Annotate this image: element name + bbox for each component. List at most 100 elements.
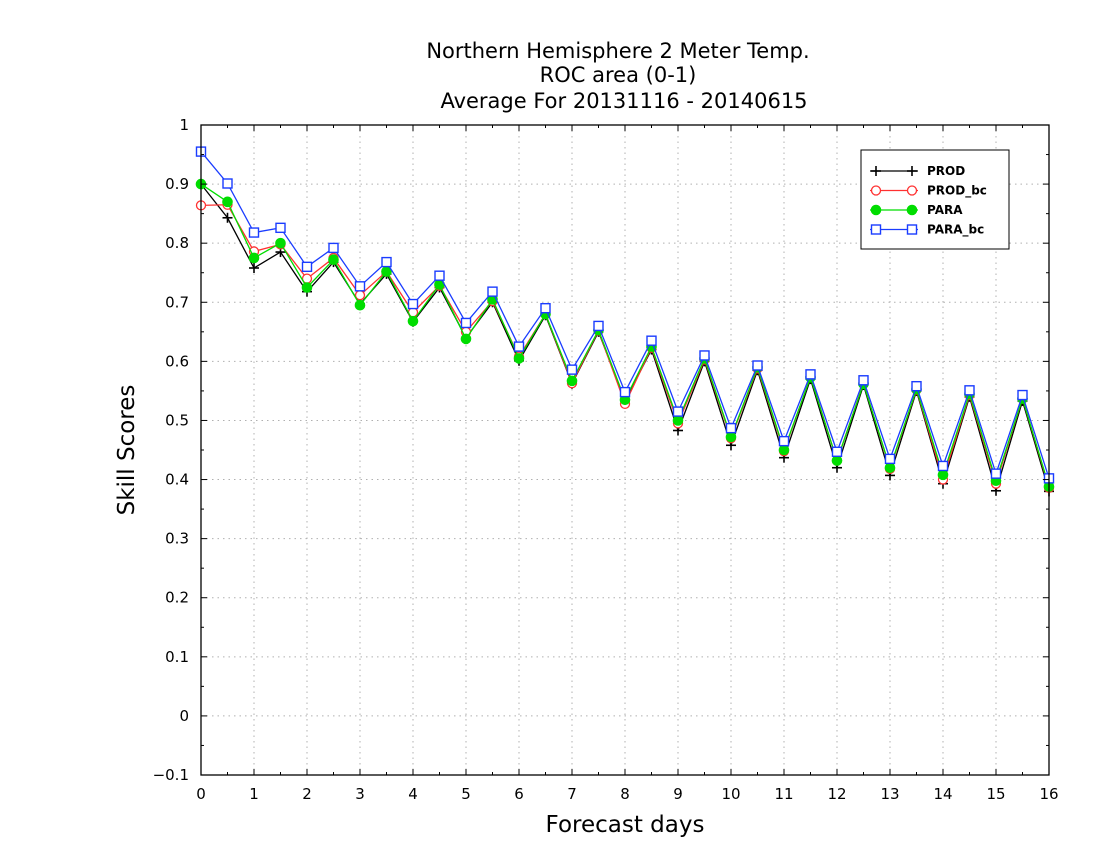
data-point — [672, 406, 684, 417]
data-point — [990, 468, 1002, 479]
data-point — [805, 369, 816, 380]
data-point — [249, 263, 259, 273]
legend-marker — [870, 224, 882, 235]
data-point — [407, 315, 419, 327]
data-point — [778, 435, 790, 447]
data-point — [513, 341, 525, 352]
data-point — [672, 415, 684, 426]
chart-title-line-2: ROC area (0-1) — [540, 63, 697, 87]
legend-box — [860, 149, 1010, 250]
chart-title-line-3: Average For 20131116 - 20140615 — [440, 89, 807, 113]
legend-marker — [871, 166, 881, 176]
y-tick-label: 0.7 — [165, 293, 189, 311]
x-axis-label: Forecast days — [546, 812, 705, 838]
y-tick-label: 0 — [179, 707, 189, 725]
data-point — [566, 375, 578, 387]
x-tick-label: 10 — [721, 785, 740, 803]
data-point — [778, 444, 790, 456]
legend-marker — [907, 166, 917, 176]
data-point — [460, 333, 472, 345]
data-point — [937, 460, 949, 472]
y-tick-label: 1 — [179, 116, 189, 134]
data-point — [1017, 389, 1028, 401]
data-point — [275, 237, 286, 249]
legend-item-para: PARA — [870, 203, 963, 217]
y-tick-label: 0.2 — [165, 589, 189, 607]
data-point — [937, 469, 949, 481]
data-point — [328, 242, 339, 254]
y-tick-label: 0.4 — [165, 471, 189, 489]
x-tick-label: 0 — [196, 785, 206, 803]
x-tick-label: 9 — [673, 785, 683, 803]
x-tick-label: 2 — [302, 785, 312, 803]
chart-title: Northern Hemisphere 2 Meter Temp. ROC ar… — [426, 39, 809, 113]
legend-marker — [906, 185, 918, 196]
data-point — [248, 227, 260, 238]
series-para-bc — [195, 146, 1055, 484]
x-tick-label: 5 — [461, 785, 471, 803]
legend-item-prod: PROD — [870, 164, 965, 178]
x-tick-label: 14 — [933, 785, 952, 803]
x-tick-label: 6 — [514, 785, 524, 803]
data-point — [884, 453, 896, 465]
legend-label: PROD_bc — [927, 184, 987, 199]
data-point — [328, 254, 339, 266]
legend-label: PARA — [927, 203, 963, 217]
data-point — [540, 302, 551, 314]
y-tick-label: −0.1 — [153, 766, 189, 784]
x-tick-label: 13 — [880, 785, 899, 803]
legend-marker — [906, 204, 918, 216]
data-point — [513, 353, 525, 364]
data-point — [725, 422, 737, 434]
data-point — [222, 178, 233, 189]
x-tick-label: 1 — [249, 785, 259, 803]
data-point — [407, 298, 419, 310]
legend-item-para-bc: PARA_bc — [870, 223, 984, 238]
x-tick-label: 11 — [774, 785, 793, 803]
data-point — [460, 317, 472, 329]
y-tick-label: 0.3 — [165, 530, 189, 548]
legend-item-prod-bc: PROD_bc — [870, 184, 987, 199]
y-tick-label: 0.5 — [165, 411, 189, 429]
data-series — [195, 146, 1055, 497]
chart-title-line-1: Northern Hemisphere 2 Meter Temp. — [426, 39, 809, 63]
data-point — [434, 270, 445, 281]
x-tick-label: 8 — [620, 785, 630, 803]
y-tick-label: 0.6 — [165, 352, 189, 370]
data-point — [619, 386, 631, 398]
data-point — [699, 350, 710, 361]
data-point — [884, 462, 896, 474]
legend-marker — [870, 185, 882, 196]
data-point — [831, 446, 843, 457]
y-tick-label: 0.8 — [165, 234, 189, 252]
data-point — [911, 380, 922, 392]
data-point — [593, 320, 604, 332]
data-point — [831, 455, 843, 466]
data-point — [222, 212, 233, 223]
legend: PROD PROD_bc PARA PARA_bc — [860, 149, 1010, 250]
y-tick-label: 0.9 — [165, 175, 189, 193]
data-point — [301, 261, 313, 273]
data-point — [487, 286, 498, 297]
data-point — [354, 290, 366, 301]
data-point — [725, 431, 737, 443]
legend-marker — [906, 224, 918, 235]
x-tick-label: 7 — [567, 785, 577, 803]
data-point — [646, 335, 657, 346]
y-axis-ticks: −0.1 0 0.1 0.2 0.3 0.4 0.5 0.6 0.7 0.8 0.9 1 — [153, 116, 1049, 784]
data-point — [248, 252, 260, 264]
x-tick-label: 3 — [355, 785, 365, 803]
data-point — [752, 360, 763, 371]
data-point — [354, 281, 366, 292]
legend-label: PARA_bc — [927, 223, 984, 238]
data-point — [964, 385, 975, 396]
data-point — [222, 196, 233, 208]
legend-marker — [870, 204, 882, 216]
data-point — [275, 222, 286, 234]
data-point — [858, 375, 869, 386]
x-tick-label: 4 — [408, 785, 418, 803]
x-tick-label: 12 — [827, 785, 846, 803]
data-point — [566, 364, 578, 375]
x-tick-label: 15 — [986, 785, 1005, 803]
